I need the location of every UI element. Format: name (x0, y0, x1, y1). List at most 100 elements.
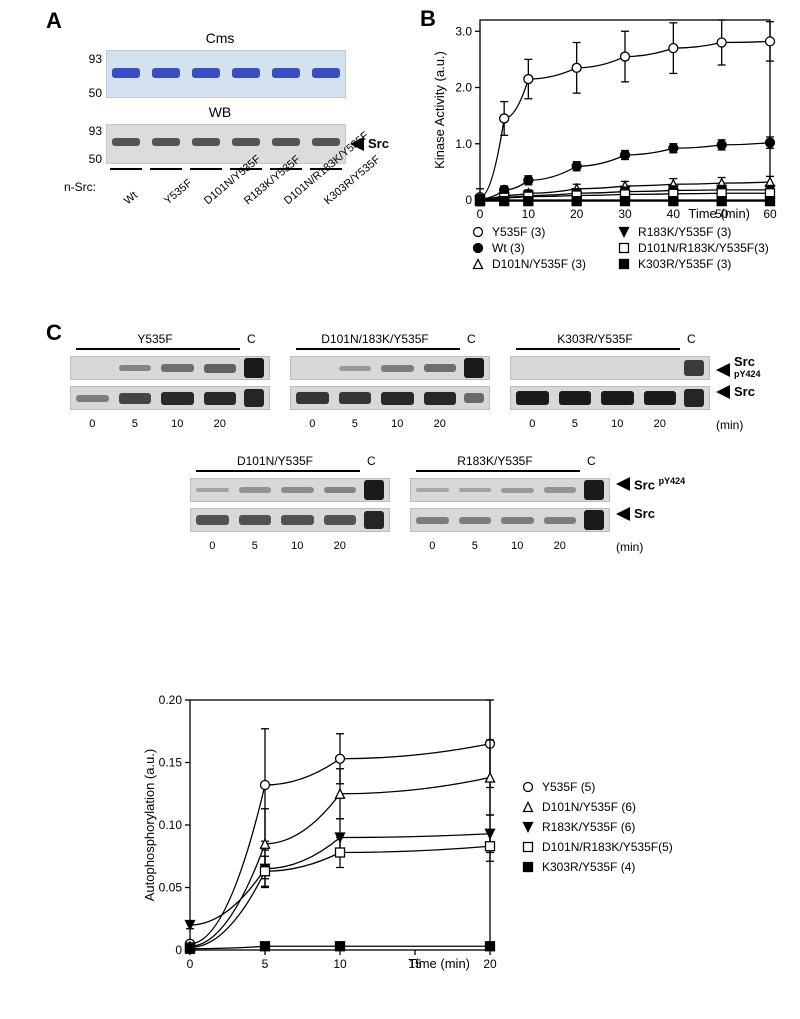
time-label: 10 (381, 418, 414, 430)
panel-c-label: C (46, 320, 62, 346)
control-band (684, 360, 704, 376)
svg-text:1.0: 1.0 (455, 137, 472, 151)
lane-bar (310, 168, 342, 170)
legend-item: D101N/Y535F (6) (520, 800, 673, 814)
title-bar (416, 470, 580, 472)
time-label: 5 (459, 540, 492, 552)
svg-text:0.10: 0.10 (159, 818, 183, 832)
blot-band (424, 392, 457, 405)
lane-bar (150, 168, 182, 170)
time-label: 0 (196, 540, 229, 552)
blot-band (196, 488, 229, 493)
src-band (232, 138, 260, 146)
legend-item: R183K/Y535F (6) (520, 820, 673, 834)
blot-band (424, 364, 457, 372)
svg-text:0.05: 0.05 (159, 881, 183, 895)
time-label: 5 (239, 540, 272, 552)
src-band (312, 138, 340, 146)
arrow-label: Src pY424 (734, 354, 770, 385)
cms-title: Cms (170, 30, 270, 46)
blot-band (644, 391, 677, 405)
blot-band (161, 392, 194, 405)
blot-band (339, 392, 372, 404)
control-label: C (467, 332, 476, 346)
blot-band (381, 365, 414, 372)
blot-band (324, 487, 357, 494)
arrow-head-icon (716, 363, 730, 377)
blot-band (501, 517, 534, 524)
svg-text:20: 20 (570, 207, 584, 221)
src-band (112, 138, 140, 146)
title-bar (296, 348, 460, 350)
panel-a-label: A (46, 8, 62, 34)
control-label: C (687, 332, 696, 346)
arrow-label: Src pY424 (634, 476, 685, 492)
svg-text:5: 5 (262, 957, 269, 971)
control-band (364, 511, 384, 530)
control-band (584, 510, 604, 530)
kinase-activity-chart: 010203040506001.02.03.0Time (min)Kinase … (420, 10, 790, 240)
lane-bar (230, 168, 262, 170)
blot-band (119, 365, 152, 372)
cms-band (272, 68, 300, 78)
blot-band (381, 392, 414, 405)
svg-text:Time (min): Time (min) (688, 206, 750, 221)
title-bar (196, 470, 360, 472)
svg-text:Kinase Activity (a.u.): Kinase Activity (a.u.) (432, 51, 447, 169)
blot-band (601, 391, 634, 405)
svg-text:Time (min): Time (min) (408, 956, 470, 971)
svg-text:0: 0 (175, 943, 182, 957)
time-unit: (min) (616, 540, 643, 554)
time-label: 20 (324, 540, 357, 552)
blot-band (204, 392, 237, 405)
time-label: 10 (501, 540, 534, 552)
blot-band (459, 488, 492, 493)
blot-arrow: Src (716, 384, 755, 399)
legend-item: R183K/Y535F (3) (616, 225, 769, 239)
time-label: 20 (424, 418, 457, 430)
autophosphorylation-chart: 0510152000.050.100.150.20Time (min)Autop… (130, 680, 510, 990)
blot-arrow: Src pY424 (616, 476, 685, 492)
arrow-head-icon (716, 385, 730, 399)
src-band (272, 138, 300, 146)
time-label: 10 (161, 418, 194, 430)
blot-band (239, 487, 272, 493)
time-label: 20 (644, 418, 677, 430)
blot-band (416, 488, 449, 492)
lane-label: Y535F (162, 177, 195, 207)
blot-band (516, 391, 549, 405)
lane-bar (190, 168, 222, 170)
legend-item: Y535F (5) (520, 780, 673, 794)
lane-bar (110, 168, 142, 170)
svg-text:60: 60 (763, 207, 777, 221)
src-band (152, 138, 180, 146)
svg-text:30: 30 (618, 207, 632, 221)
control-label: C (587, 454, 596, 468)
control-band (364, 480, 384, 500)
svg-text:Autophosphorylation (a.u.): Autophosphorylation (a.u.) (142, 749, 157, 901)
blot-band (281, 487, 314, 493)
time-label: 0 (296, 418, 329, 430)
title-bar (76, 348, 240, 350)
blot-title: R183K/Y535F (410, 454, 580, 468)
blot-band (161, 364, 194, 372)
blot-band (544, 517, 577, 524)
time-label: 5 (119, 418, 152, 430)
svg-text:0.15: 0.15 (159, 756, 183, 770)
blot-band (416, 517, 449, 524)
blot-strip (510, 356, 710, 380)
blot-title: D101N/183K/Y535F (290, 332, 460, 346)
panel-c-legend: Y535F (5)D101N/Y535F (6)R183K/Y535F (6)D… (520, 780, 673, 874)
svg-text:0: 0 (187, 957, 194, 971)
blot-band (239, 515, 272, 525)
mw-93-bot: 93 (76, 124, 102, 138)
blot-band (296, 392, 329, 404)
src-band (192, 138, 220, 146)
mw-50-top: 50 (76, 86, 102, 100)
legend-item: D101N/R183K/Y535F(3) (616, 241, 769, 255)
lane-label: Wt (122, 189, 140, 207)
wb-title: WB (170, 104, 270, 120)
svg-text:40: 40 (667, 207, 681, 221)
cms-band (312, 68, 340, 78)
blot-title: Y535F (70, 332, 240, 346)
